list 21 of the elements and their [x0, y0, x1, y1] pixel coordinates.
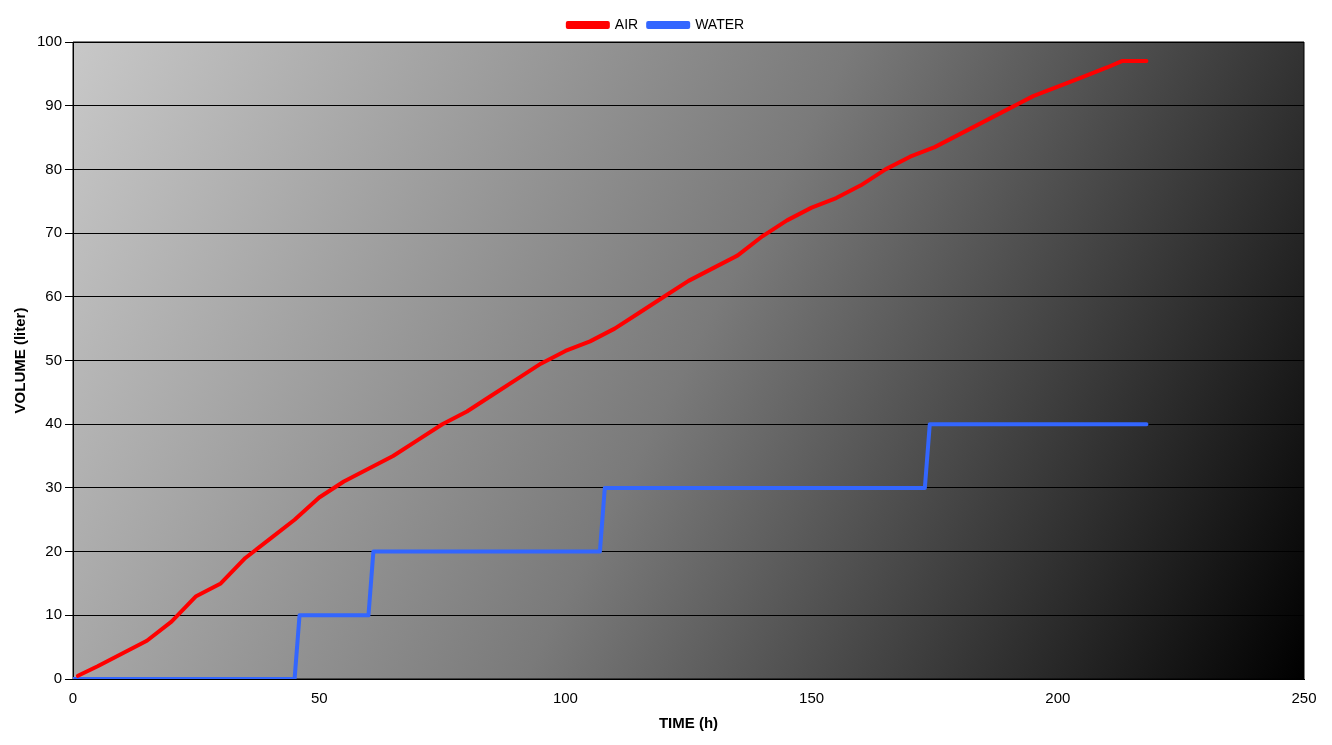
legend-label: WATER: [695, 15, 745, 32]
x-tick-label: 200: [1045, 689, 1071, 707]
y-tick-label: 80: [45, 159, 63, 177]
x-tick-label: 0: [68, 689, 78, 707]
x-tick-label: 250: [1291, 689, 1317, 707]
y-tick-label: 60: [45, 286, 63, 304]
y-axis-title: VOLUME (liter): [11, 307, 29, 414]
y-tick-label: 100: [37, 32, 63, 50]
y-tick-label: 10: [45, 605, 63, 623]
x-axis-title: TIME (h): [658, 714, 719, 732]
y-tick-label: 40: [45, 414, 63, 432]
y-tick-label: 20: [45, 541, 63, 559]
y-tick-label: 30: [45, 478, 63, 496]
y-tick-label: 50: [45, 350, 63, 368]
x-tick-label: 150: [799, 689, 825, 707]
y-tick-label: 0: [53, 669, 63, 687]
x-tick-label: 100: [552, 689, 578, 707]
y-tick-label: 90: [45, 95, 63, 113]
y-tick-label: 70: [45, 223, 63, 241]
x-tick-label: 50: [310, 689, 328, 707]
legend-label: AIR: [614, 15, 639, 32]
